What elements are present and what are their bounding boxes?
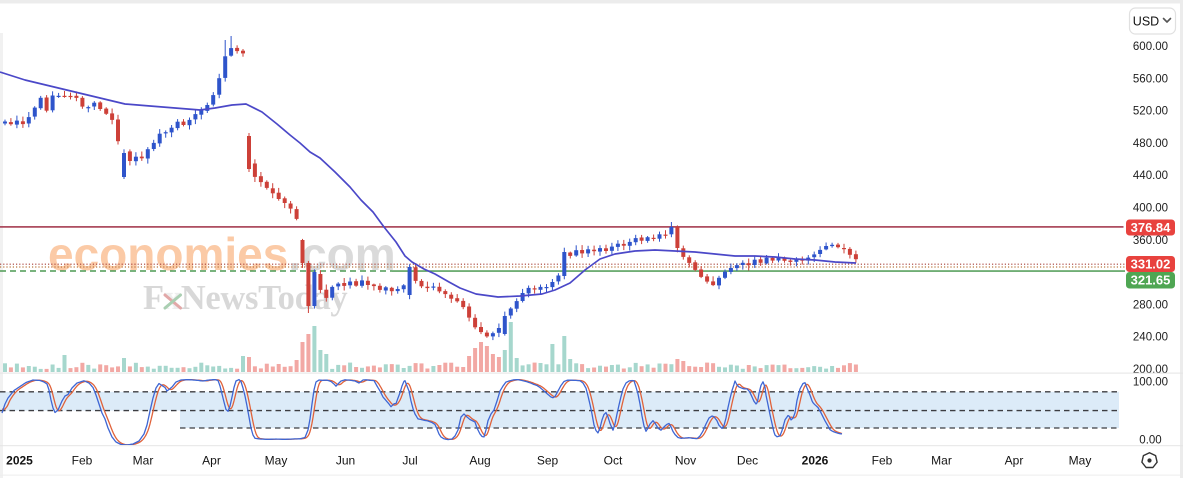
svg-text:Sep: Sep (537, 454, 559, 468)
svg-text:2026: 2026 (802, 454, 829, 468)
svg-text:Mar: Mar (133, 454, 154, 468)
svg-text:331.02: 331.02 (1131, 256, 1171, 271)
svg-text:321.65: 321.65 (1131, 273, 1171, 288)
svg-text:FxNewsToday: FxNewsToday (143, 279, 347, 317)
svg-text:Oct: Oct (604, 454, 623, 468)
svg-text:560.00: 560.00 (1133, 73, 1168, 85)
svg-text:Mar: Mar (931, 454, 952, 468)
svg-text:0.00: 0.00 (1139, 435, 1161, 447)
svg-text:240.00: 240.00 (1133, 332, 1168, 344)
svg-text:Aug: Aug (469, 454, 490, 468)
svg-text:280.00: 280.00 (1133, 299, 1168, 311)
svg-text:400.00: 400.00 (1133, 203, 1168, 215)
svg-text:USD: USD (1133, 15, 1159, 29)
svg-text:Jun: Jun (336, 454, 355, 468)
svg-text:Nov: Nov (675, 454, 696, 468)
svg-text:Dec: Dec (737, 454, 758, 468)
svg-text:376.84: 376.84 (1131, 220, 1172, 235)
svg-text:May: May (265, 454, 288, 468)
svg-text:economies.com: economies.com (48, 228, 396, 280)
svg-text:360.00: 360.00 (1133, 235, 1168, 247)
svg-text:Feb: Feb (872, 454, 893, 468)
svg-text:2025: 2025 (6, 454, 33, 468)
svg-text:480.00: 480.00 (1133, 138, 1168, 150)
svg-text:Feb: Feb (72, 454, 93, 468)
svg-text:600.00: 600.00 (1133, 41, 1168, 53)
svg-text:520.00: 520.00 (1133, 106, 1168, 118)
svg-text:Apr: Apr (202, 454, 221, 468)
svg-text:100.00: 100.00 (1133, 377, 1168, 389)
svg-text:200.00: 200.00 (1133, 364, 1168, 376)
svg-text:Jul: Jul (402, 454, 417, 468)
svg-text:440.00: 440.00 (1133, 170, 1168, 182)
svg-text:Apr: Apr (1005, 454, 1024, 468)
svg-text:May: May (1069, 454, 1092, 468)
